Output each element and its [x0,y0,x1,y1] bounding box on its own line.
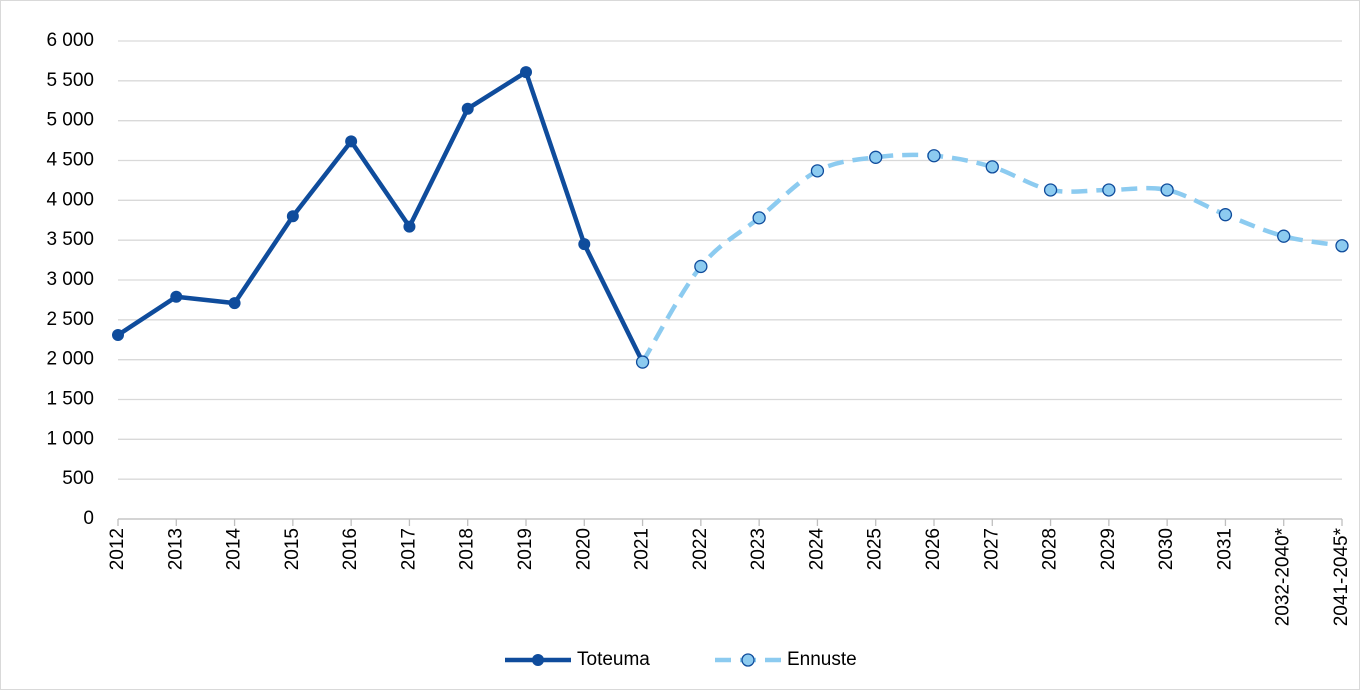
point [403,220,416,233]
point [1335,239,1349,253]
y-tick-label: 0 [83,508,94,529]
legend-label: Toteuma [577,649,650,670]
y-tick-label: 3 500 [46,229,94,250]
y-tick-label: 1 500 [46,389,94,410]
x-tick-label: 2024 [806,528,827,571]
point [286,210,299,223]
y-tick-label: 2 000 [46,349,94,370]
x-tick-label: 2013 [165,528,186,570]
point [635,355,650,369]
x-tick-label: 2027 [981,528,1002,570]
x-tick-label: 2028 [1040,528,1061,570]
point [1102,183,1116,197]
x-tick-label: 2018 [457,528,478,570]
x-tick-label: 2030 [1156,528,1177,570]
point [1277,229,1291,243]
x-tick-label: 2017 [398,528,419,570]
y-tick-label: 500 [62,468,94,489]
x-tick-label: 2022 [690,528,711,570]
legend-label: Ennuste [787,649,857,670]
y-tick-label: 3 000 [46,269,94,290]
x-tick-label: 2020 [573,528,594,570]
x-tick-label: 2021 [632,528,653,570]
point [1160,183,1174,197]
point [345,135,358,148]
y-tick-label: 5 000 [46,110,94,131]
x-tick-label: 2025 [865,528,886,570]
point [520,66,532,79]
x-tick-label: 2015 [282,528,303,570]
point [810,164,825,178]
legend-marker [741,653,755,667]
point [578,238,591,251]
point [869,150,883,164]
y-tick-label: 5 500 [46,70,94,91]
point [985,160,999,174]
x-tick-label: 2032-2040* [1273,527,1294,626]
y-tick-label: 2 500 [46,309,94,330]
x-tick-label: 2031 [1214,528,1235,570]
point [228,297,241,310]
x-tick-label: 2026 [923,528,944,570]
y-tick-label: 1 000 [46,428,94,449]
x-tick-label: 2014 [224,528,245,571]
series-line [116,69,645,364]
x-tick-label: 2012 [107,528,128,570]
x-tick-label: 2023 [748,528,769,570]
point [1218,208,1233,222]
y-tick-label: 6 000 [46,30,94,51]
point [461,102,474,115]
x-tick-label: 2029 [1098,528,1119,570]
x-tick-label: 2019 [515,528,536,570]
legend-marker [532,654,544,666]
point [1043,183,1058,197]
point [170,290,183,303]
x-tick-label: 2016 [340,528,361,570]
point [927,149,941,163]
x-tick-label: 2041-2045* [1331,527,1352,626]
point [752,211,766,225]
y-tick-label: 4 500 [46,150,94,171]
point [694,259,708,274]
point [112,328,124,341]
y-tick-label: 4 000 [46,189,94,210]
